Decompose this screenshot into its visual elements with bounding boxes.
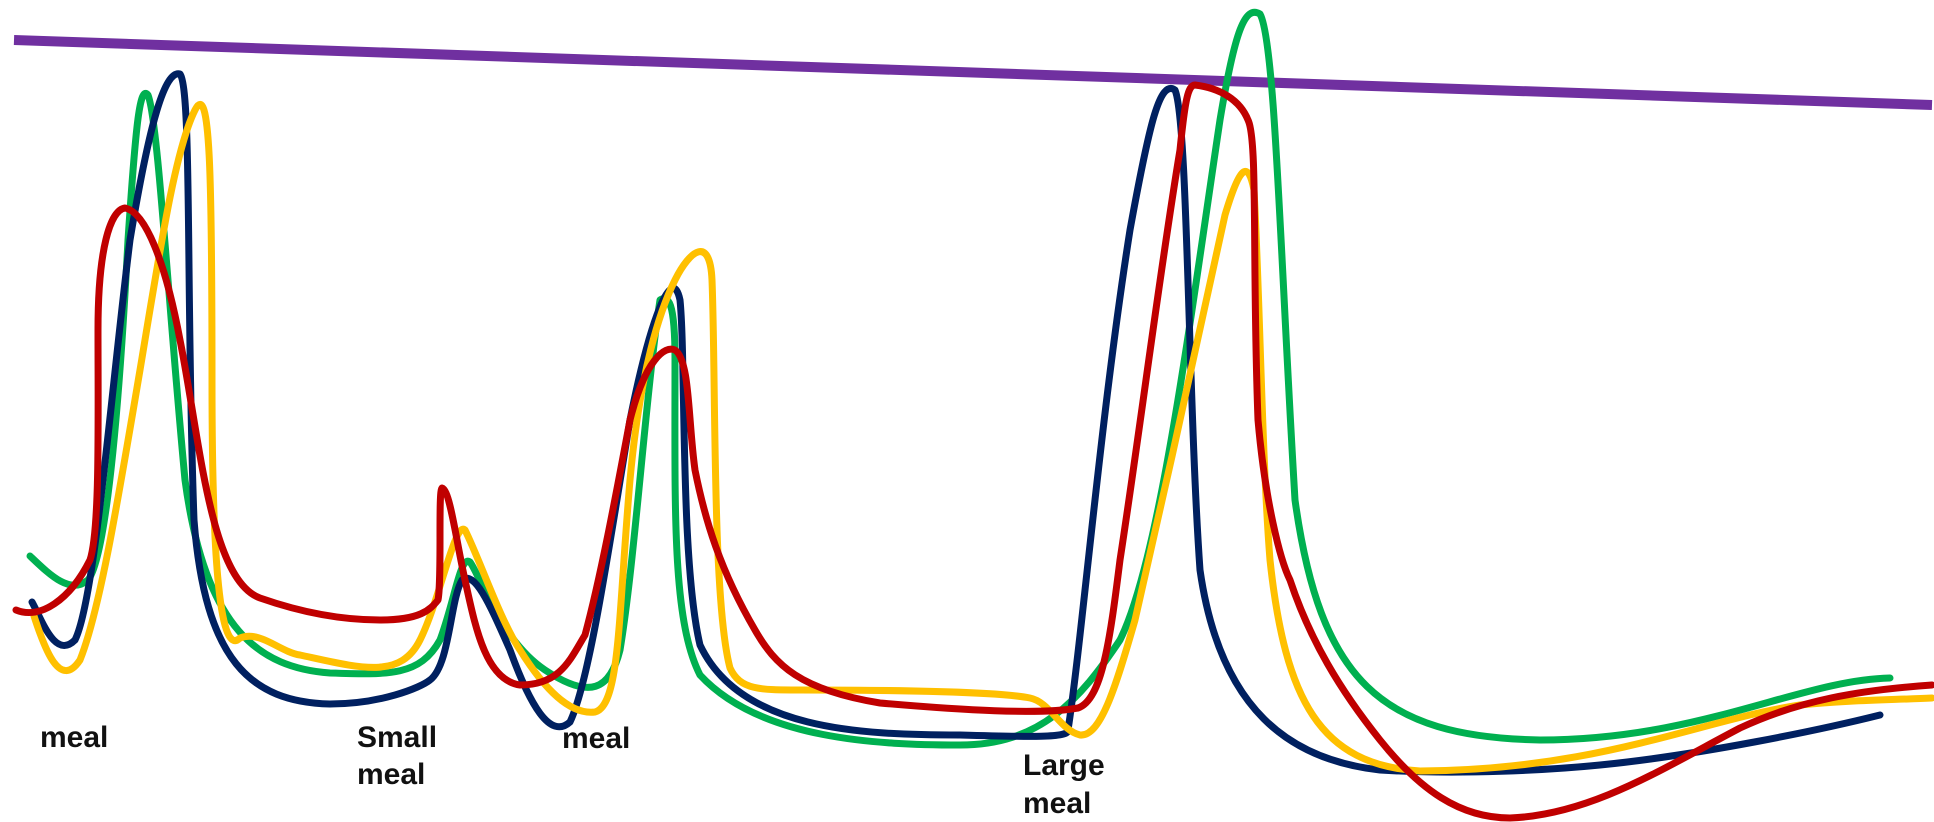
- threshold-line: [13, 35, 1933, 110]
- meal-annotation: meal: [562, 722, 630, 755]
- series-line-red: [12, 81, 1934, 822]
- meal-annotation: meal: [40, 721, 108, 754]
- large-meal-annotation: Large meal: [1023, 749, 1113, 820]
- series-line-yellow: [30, 101, 1934, 775]
- series-line-green: [26, 8, 1894, 749]
- small-meal-annotation: Small meal: [357, 721, 445, 791]
